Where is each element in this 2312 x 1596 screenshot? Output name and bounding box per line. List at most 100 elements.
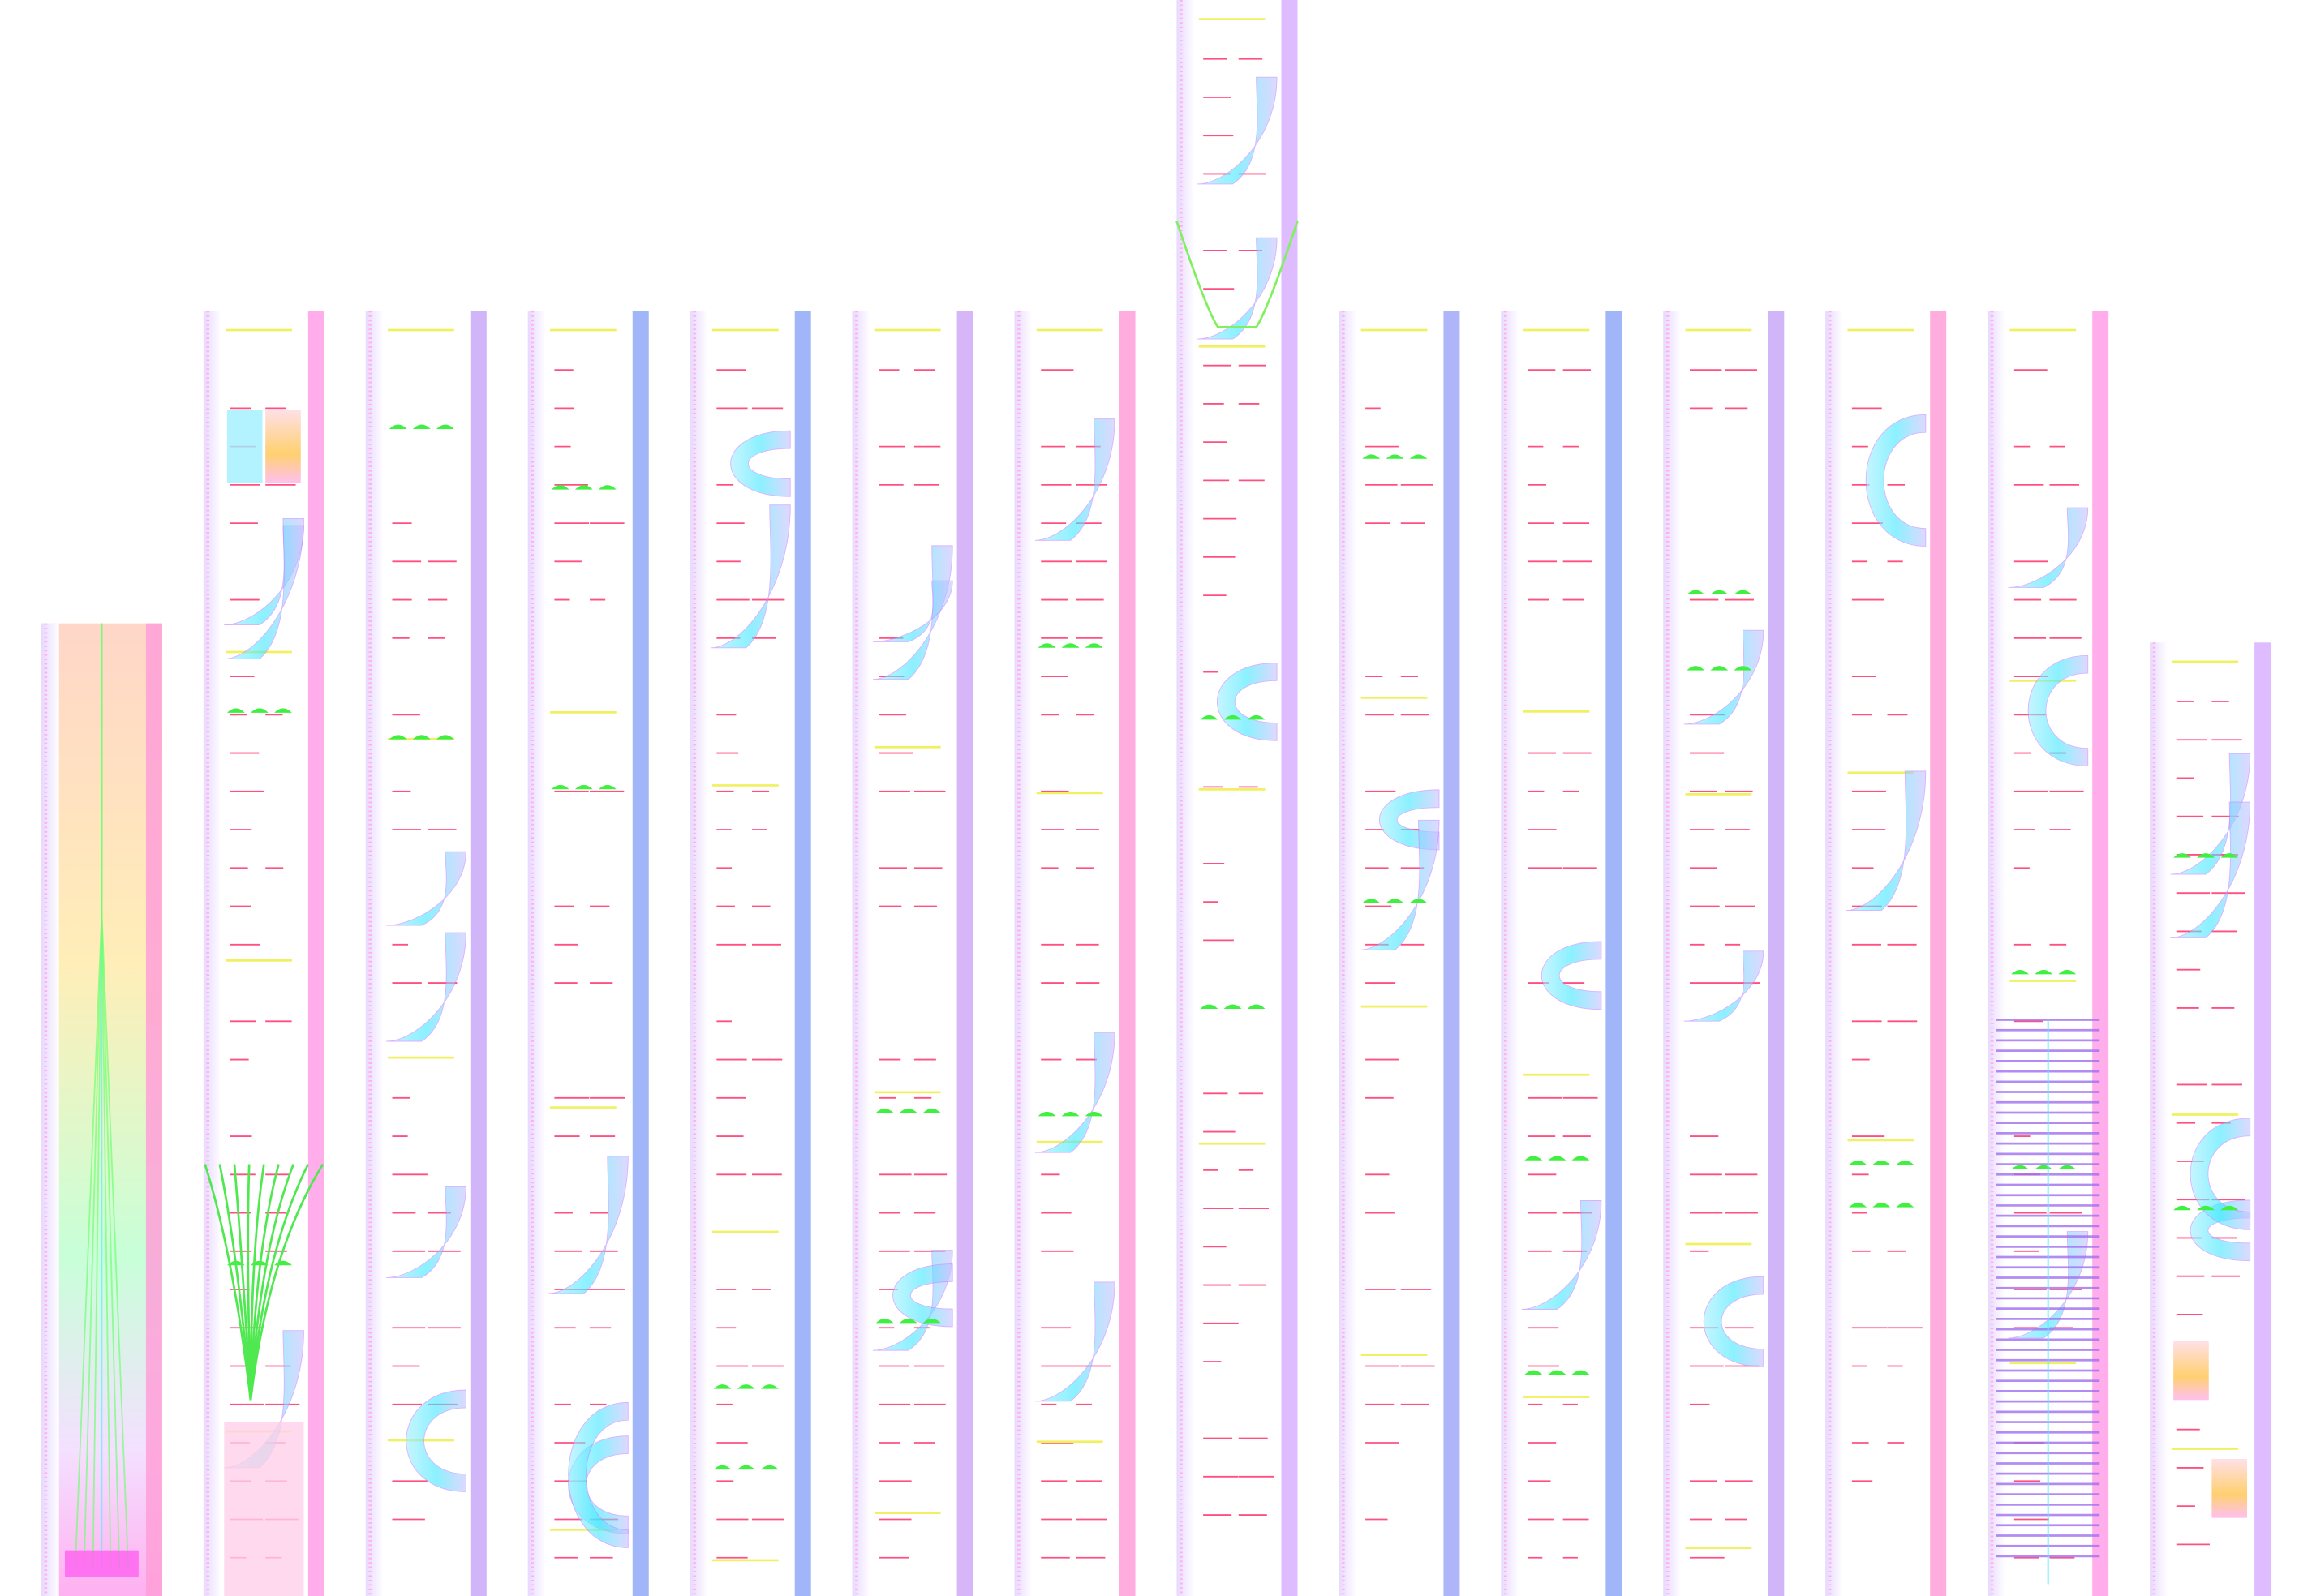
node [436,424,454,429]
fan-line [218,1164,252,1401]
node [1247,714,1266,720]
node [1896,1160,1914,1165]
column [1339,311,1460,1596]
node [1200,714,1218,720]
column-bar [1119,311,1136,1596]
node [922,1318,941,1324]
column-edge [1825,311,1844,1596]
node [1085,1111,1103,1117]
column [2150,642,2271,1596]
flow-band [386,851,466,926]
node [760,1465,779,1470]
flow-band [873,580,953,642]
base-block [64,1550,139,1577]
node [1734,666,1752,671]
flow-band [1034,418,1115,541]
node [737,1384,755,1389]
base-block [224,1422,304,1596]
node [1849,1160,1867,1165]
column-bar [794,311,811,1596]
node [899,1318,917,1324]
column [1175,0,1299,1596]
column [527,311,649,1596]
node [551,784,569,790]
node [1872,1203,1891,1208]
node [2220,853,2239,858]
node [389,735,407,740]
node [1409,899,1428,903]
column-body [365,311,487,1596]
column-bar [632,311,649,1596]
node [1896,1203,1914,1208]
node [1223,1004,1242,1009]
node [760,1384,779,1389]
column-body [1014,311,1136,1596]
column-bar [307,311,324,1596]
column-edge [1339,311,1357,1596]
column [1014,311,1136,1596]
node [1872,1160,1891,1165]
node [922,1108,941,1113]
node [1200,1004,1218,1009]
node [1687,666,1705,671]
funnel [1175,221,1299,328]
flow-band [730,430,791,497]
column-body [2150,642,2271,1596]
node [412,735,431,740]
node [2011,1165,2030,1170]
column [1501,311,1622,1596]
flow-band [2170,801,2251,938]
node [1085,643,1103,648]
fan-line [101,623,130,1570]
flow-band [1846,770,1927,912]
column [1988,311,2109,1596]
column-edge [365,311,384,1596]
flow-band [2008,507,2089,588]
node [1524,1370,1543,1375]
node [1362,899,1381,903]
flow-band [1865,414,1927,547]
fan-line [204,1164,252,1401]
node [436,735,454,740]
node [2035,969,2053,975]
column-bar [470,311,487,1596]
node [1362,454,1381,459]
node [389,424,407,429]
node [2173,1205,2191,1211]
column-edge [1014,311,1033,1596]
flow-band [1359,819,1440,950]
column-body [1663,311,1785,1596]
node [574,485,593,490]
column-edge [1176,0,1195,1596]
node [598,485,617,490]
column-bar [956,311,973,1596]
column [1825,311,1947,1596]
node [1548,1370,1566,1375]
column-body [852,311,973,1596]
flow-band [711,504,791,649]
node [226,708,245,713]
node [1710,590,1729,595]
fan-line [249,1164,294,1401]
node [2058,1165,2077,1170]
column-body [690,311,811,1596]
fan-line [249,1164,280,1401]
flow-band [386,1186,466,1278]
node [1386,899,1404,903]
node [2197,853,2215,858]
column-bar [1605,311,1622,1596]
node [737,1465,755,1470]
column-edge [852,311,870,1596]
node [412,424,431,429]
flow-band [386,932,466,1042]
node [1734,590,1752,595]
flow-band [406,1389,466,1492]
column [690,311,811,1596]
column-bar [2092,311,2109,1596]
node [1223,714,1242,720]
flow-band [1197,76,1278,185]
column-edge [41,623,59,1596]
column [41,623,162,1596]
node [1548,1156,1566,1161]
